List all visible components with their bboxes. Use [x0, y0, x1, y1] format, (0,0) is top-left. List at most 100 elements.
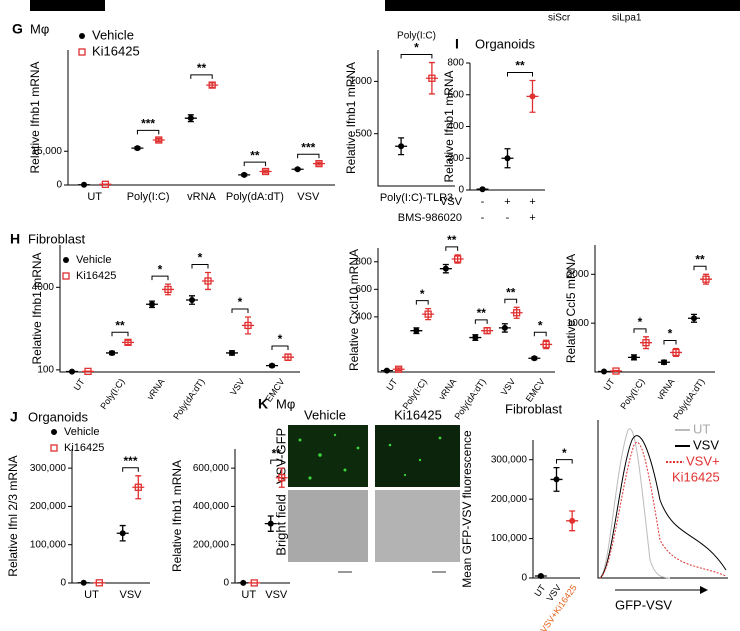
y-axis-label: Relative Ifnb1 mRNA: [28, 61, 42, 173]
axis-line: [594, 245, 715, 373]
sig-label: **: [506, 285, 516, 299]
x-tick-label: VSV: [297, 191, 320, 203]
sig-bracket: [504, 298, 518, 304]
chart-title: Poly(I:C): [397, 31, 436, 42]
y-tick-label: 4000: [32, 282, 55, 293]
panel-letter: K: [258, 396, 268, 412]
column-label: Ki16425: [394, 407, 442, 422]
marker: [134, 145, 141, 152]
marker: [294, 166, 301, 173]
marker: [109, 349, 115, 356]
marker: [537, 573, 544, 580]
y-tick-label: 600,000: [193, 463, 230, 474]
top-label: siLpa1: [612, 13, 642, 24]
sig-label: *: [278, 332, 283, 346]
error-bar: [242, 316, 254, 335]
marker: [124, 338, 132, 347]
panel-letter: J: [10, 409, 18, 425]
error-bar: [422, 307, 435, 321]
error-bar: [162, 283, 174, 296]
marker: [383, 367, 390, 374]
y-tick-label: 200,000: [30, 501, 67, 512]
y-tick-label: 2000: [567, 269, 590, 280]
x-tick-label: Poly(I:C): [401, 377, 429, 411]
row-value: +: [529, 212, 535, 224]
y-tick-label: 800: [355, 256, 372, 267]
marker: [84, 367, 92, 376]
legend-swatch: [63, 257, 69, 263]
error-bar: [510, 306, 523, 319]
y-tick-label: 600: [355, 284, 372, 295]
legend-label: Vehicle: [64, 426, 99, 438]
panel-letter: I: [455, 36, 459, 52]
sig-bracket: [151, 275, 169, 281]
legend-label: Vehicle: [76, 254, 111, 266]
y-tick-label: 300,000: [491, 454, 528, 465]
y-tick-label: 400: [355, 312, 372, 323]
micrograph: [288, 425, 368, 487]
crop-bar: [385, 0, 740, 11]
marker: [428, 74, 436, 82]
row-value: -: [481, 196, 485, 208]
marker: [504, 155, 511, 162]
marker: [531, 355, 538, 362]
error-bar: [610, 369, 622, 373]
marker: [315, 159, 323, 168]
marker: [672, 348, 680, 357]
micrograph: [288, 490, 368, 562]
sig-label: **: [197, 61, 207, 75]
y-tick-label: 600: [447, 89, 464, 100]
marker: [569, 517, 576, 524]
marker: [553, 476, 560, 483]
sig-label: *: [158, 262, 163, 276]
sig-label: *: [562, 446, 567, 460]
x-tick-label: vRNA: [187, 191, 216, 203]
error-bar: [312, 161, 325, 166]
x-tick-label: VSV: [228, 377, 247, 397]
row-value: +: [529, 196, 535, 208]
y-axis-label: Relative Ccl5 mRNA: [564, 254, 578, 363]
sig-label: *: [638, 315, 643, 329]
panel-title: Fibroblast: [505, 401, 562, 416]
y-tick-label: 100,000: [491, 533, 528, 544]
y-tick-label: 0: [521, 573, 527, 584]
marker: [267, 520, 274, 527]
x-tick-label: Poly(dA:dT): [452, 377, 487, 422]
flow-arrow: [700, 586, 708, 594]
marker: [244, 321, 252, 330]
marker: [394, 365, 403, 373]
marker: [208, 81, 216, 89]
y-tick-label: 15,000: [31, 146, 62, 157]
flow-curve: [599, 442, 727, 579]
panel-title: Organoids: [475, 36, 535, 51]
marker: [250, 579, 258, 587]
sig-bracket: [507, 71, 533, 77]
x-tick-label: Poly(I:C): [618, 377, 646, 411]
flow-curve: [599, 428, 671, 579]
x-tick-label: Poly(dA:dT): [226, 191, 284, 203]
x-tick-label: UT: [87, 191, 102, 203]
sig-label: **: [515, 59, 525, 73]
x-tick-label: Poly(dA:dT): [671, 377, 706, 422]
error-bar: [425, 61, 438, 95]
error-bar: [481, 327, 494, 335]
sig-label: *: [538, 318, 543, 332]
sig-bracket: [270, 459, 283, 465]
legend-label: Ki16425: [672, 469, 720, 484]
legend-swatch: [51, 429, 57, 435]
marker: [479, 186, 486, 193]
marker: [80, 579, 87, 586]
panel-title: Mφ: [30, 21, 49, 36]
error-bar: [132, 475, 145, 500]
flow-curve: [599, 435, 727, 579]
marker: [229, 349, 235, 356]
sig-bracket: [190, 74, 213, 79]
marker: [95, 579, 103, 587]
marker: [601, 368, 607, 375]
sig-bracket: [271, 345, 289, 351]
marker: [631, 354, 637, 361]
legend-label: VSV: [693, 437, 719, 452]
error-bar: [670, 347, 682, 358]
marker: [204, 277, 212, 285]
micrograph: [375, 425, 460, 487]
